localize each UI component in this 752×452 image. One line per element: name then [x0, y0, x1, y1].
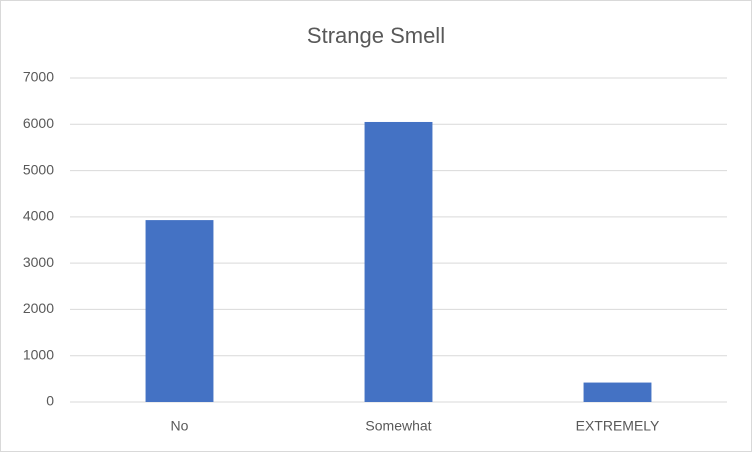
y-tick-label: 3000: [23, 254, 54, 270]
bar: [583, 382, 652, 402]
y-tick-label: 5000: [23, 161, 54, 177]
chart-title: Strange Smell: [307, 23, 445, 48]
bar: [364, 121, 433, 402]
y-tick-label: 6000: [23, 115, 54, 131]
y-tick-label: 7000: [23, 69, 54, 85]
y-tick-label: 0: [46, 393, 54, 409]
y-tick-label: 1000: [23, 346, 54, 362]
x-tick-label: EXTREMELY: [576, 418, 660, 434]
y-tick-label: 4000: [23, 208, 54, 224]
x-tick-label: No: [171, 418, 189, 434]
bar: [145, 220, 214, 402]
x-tick-label: Somewhat: [365, 418, 431, 434]
y-tick-label: 2000: [23, 300, 54, 316]
